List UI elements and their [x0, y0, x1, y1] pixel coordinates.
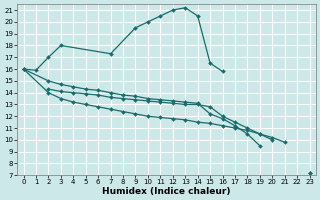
X-axis label: Humidex (Indice chaleur): Humidex (Indice chaleur): [102, 187, 231, 196]
